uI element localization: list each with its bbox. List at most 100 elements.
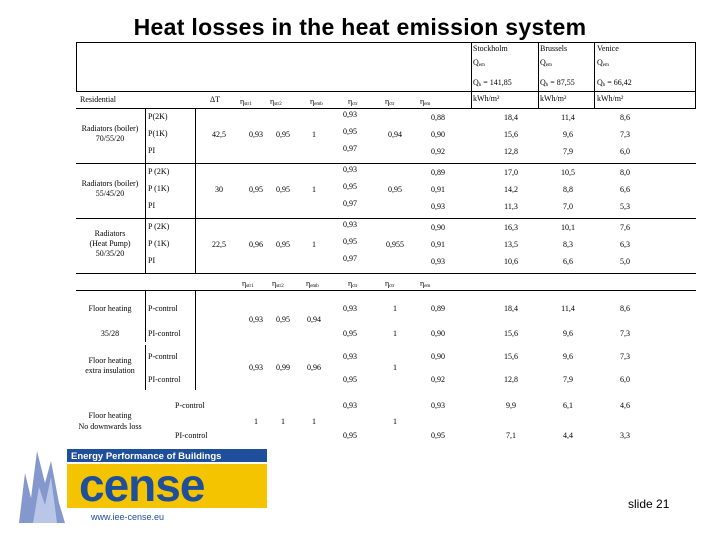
- q-em-value: 6,6: [620, 185, 630, 194]
- radiator-group-name: Radiators (boiler): [81, 179, 139, 188]
- eta-em-value: 0,89: [431, 304, 445, 313]
- control-type: PI: [148, 201, 156, 210]
- eta-ctr2-value: 0,94: [388, 130, 402, 139]
- eta-emb-value: 1: [312, 185, 316, 194]
- eta-emb-value: 0,96: [307, 363, 321, 372]
- eta-str1-value: 1: [254, 417, 258, 426]
- eta-ctr2-value: 1: [393, 363, 397, 372]
- q-em-value: 6,6: [563, 257, 573, 266]
- eta-em-value: 0,90: [431, 130, 445, 139]
- eta-str2-value: 0,95: [276, 315, 290, 324]
- eta-header-subscript: ctr: [389, 102, 395, 107]
- q-em-value: 7,3: [620, 352, 630, 361]
- q-em-value: 10,6: [504, 257, 518, 266]
- radiator-group-name: Radiators (boiler): [81, 124, 139, 133]
- rule-line: [145, 108, 146, 273]
- radiator-group-name: 55/45/20: [95, 189, 125, 198]
- q-em-value: 8,0: [620, 168, 630, 177]
- eta-em-value: 0,93: [431, 257, 445, 266]
- qh-value-symbol: Q: [473, 78, 479, 87]
- q-em-value: 18,4: [504, 113, 518, 122]
- eta-em-value: 0,91: [431, 240, 445, 249]
- q-em-value: 8,6: [620, 304, 630, 313]
- eta-str2-value: 0,95: [276, 130, 290, 139]
- q-em-value: 7,3: [620, 329, 630, 338]
- rule-line: [76, 42, 696, 43]
- q-em-value: 7,0: [563, 202, 573, 211]
- q-em-value: 4,4: [563, 431, 573, 440]
- eta-str2-value: 0,99: [276, 363, 290, 372]
- rule-line: [594, 42, 595, 108]
- rule-line: [145, 345, 146, 390]
- eta-header-subscript: em: [424, 284, 431, 289]
- qh-value: Qh = 66,42: [597, 78, 632, 89]
- q-em-value: 17,0: [504, 168, 518, 177]
- q-em-value: 7,9: [563, 147, 573, 156]
- eta-ctr-value: 0,95: [343, 431, 357, 440]
- slide-number: slide 21: [628, 497, 670, 511]
- q-em-value: 14,2: [504, 185, 518, 194]
- q-em-value: 7,6: [620, 223, 630, 232]
- floor-heating-name: Floor heating: [88, 356, 132, 365]
- eta-ctr-value: 0,93: [343, 304, 357, 313]
- qh-value-subscript: h: [602, 83, 606, 88]
- eta-ctr2-value: 1: [393, 329, 397, 338]
- rule-line: [76, 163, 696, 164]
- q-em-label: Qem: [597, 59, 609, 69]
- eta-header: ηem: [420, 280, 431, 290]
- q-em-value: 9,6: [563, 329, 573, 338]
- eta-em-value: 0,92: [431, 147, 445, 156]
- floor-heating-name: Floor heating: [88, 304, 132, 313]
- qh-value-subscript: h: [478, 83, 482, 88]
- unit-label: kWh/m²: [473, 94, 500, 103]
- eta-header: ηctr: [385, 280, 394, 290]
- delta-t-label: ΔT: [209, 95, 221, 104]
- rule-line: [76, 91, 696, 92]
- q-em-value: 6,1: [563, 401, 573, 410]
- q-em-value: 6,3: [620, 240, 630, 249]
- eta-header-subscript: em: [424, 102, 431, 107]
- eta-header-subscript: str2: [276, 284, 284, 289]
- q-em-value: 13,5: [504, 240, 518, 249]
- delta-t-value: 42,5: [212, 130, 226, 139]
- eta-ctr-value: 0,93: [343, 401, 357, 410]
- eta-header-subscript: ctr: [352, 284, 358, 289]
- eta-ctr-value: 0,95: [343, 127, 357, 136]
- eta-str2-value: 1: [281, 417, 285, 426]
- qh-value-symbol: Q: [597, 78, 603, 87]
- eta-str1-value: 0,93: [249, 130, 263, 139]
- eta-emb-value: 0,94: [307, 315, 321, 324]
- eta-header-symbol: η: [420, 97, 425, 106]
- qh-value-value: = 141,85: [481, 78, 512, 87]
- eta-ctr-value: 0,97: [343, 144, 357, 153]
- eta-em-value: 0,93: [431, 401, 445, 410]
- radiator-group-name: (Heat Pump): [89, 239, 131, 248]
- logo-yellow-band: [67, 464, 267, 508]
- control-type: PI-control: [148, 375, 181, 384]
- eta-header: ηstr2: [270, 98, 282, 108]
- control-type: PI: [148, 256, 156, 265]
- eta-emb-value: 1: [312, 130, 316, 139]
- control-type: P(1K): [148, 129, 168, 138]
- rule-line: [145, 290, 146, 342]
- eta-str2-value: 0,95: [276, 240, 290, 249]
- q-em-value: 9,6: [563, 130, 573, 139]
- control-type: P (1K): [148, 184, 170, 193]
- q-em-label-symbol: Q: [540, 58, 546, 67]
- radiator-group-name: 50/35/20: [95, 249, 125, 258]
- q-em-label: Qem: [473, 59, 485, 69]
- logo-top-band: [67, 449, 267, 462]
- logo-brand: cense: [79, 459, 205, 511]
- q-em-value: 12,8: [504, 375, 518, 384]
- qh-value: Qh = 87,55: [540, 79, 575, 89]
- qh-value: Qh = 141,85: [473, 78, 512, 89]
- residential-label: Residential: [80, 95, 116, 104]
- q-em-value: 7,9: [563, 375, 573, 384]
- eta-emb-value: 1: [312, 240, 316, 249]
- qh-value-value: = 66,42: [605, 78, 632, 87]
- q-em-label-subscript: em: [478, 63, 485, 68]
- eta-str1-value: 0,93: [249, 363, 263, 372]
- eta-header-subscript: str1: [244, 102, 252, 107]
- eta-ctr-value: 0,95: [343, 237, 357, 246]
